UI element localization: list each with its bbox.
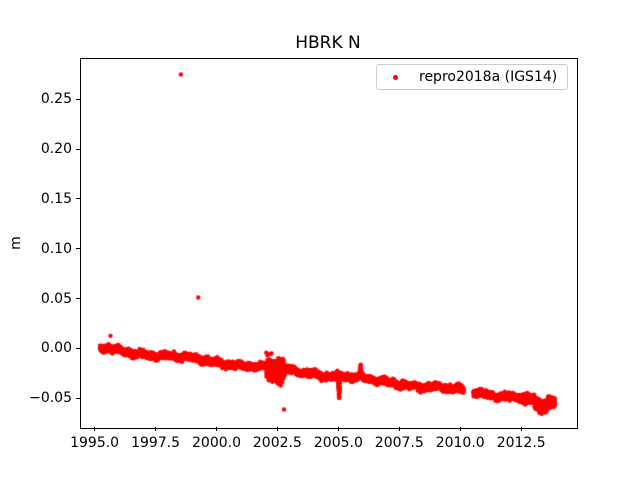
y-tick: [76, 148, 80, 150]
y-tick-label: −0.05: [29, 390, 72, 407]
legend-label: repro2018a (IGS14): [419, 69, 558, 85]
y-tick: [76, 248, 80, 250]
chart-title: HBRK N: [295, 33, 361, 53]
scatter-canvas: [81, 59, 577, 428]
y-tick-label: 0.15: [40, 190, 72, 207]
x-tick-label: 2002.5: [252, 435, 302, 451]
x-tick-label: 2000.0: [192, 435, 241, 451]
plot-area: [80, 58, 578, 429]
x-tick: [216, 427, 217, 431]
y-tick-label: 0.00: [40, 340, 72, 357]
legend: repro2018a (IGS14): [376, 64, 568, 90]
y-tick-label: 0.05: [40, 290, 72, 307]
x-tick: [520, 427, 522, 431]
x-tick: [155, 427, 157, 431]
x-tick-label: 1997.5: [131, 435, 181, 451]
x-tick-label: 2012.5: [496, 435, 546, 451]
y-tick: [76, 397, 80, 399]
y-tick: [76, 298, 80, 299]
x-tick-label: 2007.5: [374, 435, 424, 451]
x-tick: [276, 427, 278, 431]
y-tick-label: 0.25: [40, 91, 72, 108]
y-tick: [76, 198, 80, 200]
y-tick-label: 0.10: [40, 240, 72, 257]
y-tick: [76, 98, 80, 100]
x-tick-label: 2005.0: [313, 435, 363, 451]
x-tick: [459, 427, 461, 431]
legend-dot-marker-icon: [393, 74, 398, 80]
y-tick-label: 0.20: [40, 141, 72, 158]
y-tick: [76, 347, 80, 349]
x-tick-label: 1995.0: [70, 435, 120, 451]
x-tick: [337, 427, 339, 431]
x-tick-label: 2010.0: [435, 435, 485, 451]
x-tick: [94, 427, 96, 431]
x-tick: [398, 427, 400, 431]
